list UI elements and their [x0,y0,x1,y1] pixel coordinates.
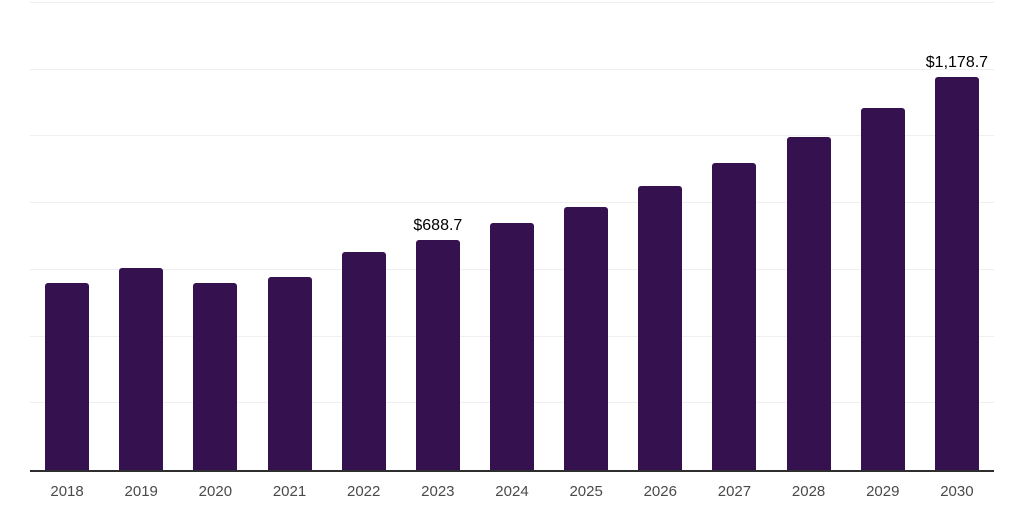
x-tick-2030: 2030 [940,483,974,500]
x-tick-2025: 2025 [569,483,603,500]
bar-2025 [564,206,609,470]
gridline [30,2,994,3]
bar-2020 [193,283,238,470]
gridline [30,202,994,204]
x-tick-2026: 2026 [643,483,677,500]
x-tick-2020: 2020 [198,483,233,500]
bar-2030 [934,76,979,470]
bar-2019 [119,267,164,470]
x-tick-2023: 2023 [421,483,455,500]
gridline [30,68,994,70]
bar-2021 [267,277,312,470]
bar-2022 [341,251,386,470]
bar-2023 [415,240,460,470]
x-tick-2024: 2024 [495,483,529,500]
x-tick-2029: 2029 [866,483,900,500]
gridline [30,135,994,137]
x-tick-2027: 2027 [717,483,752,500]
bar-2024 [490,223,534,470]
x-tick-2018: 2018 [50,483,84,500]
x-axis: 2018 2019 2020 2021 2022 2023 2024 2025 2026 2027… [30,472,994,508]
bar-2018 [45,282,90,470]
value-label-2030: $1,178.7 [925,53,989,71]
bar-2027 [712,163,757,470]
bar-2026 [638,185,683,470]
bar-2028 [786,137,831,470]
plot-area: $688.7 $1,178.7 [30,2,994,472]
x-tick-2021: 2021 [272,483,307,500]
value-label-2023: $688.7 [413,217,463,235]
bar-2029 [860,108,905,470]
x-tick-2022: 2022 [346,483,381,500]
x-tick-2028: 2028 [791,483,826,500]
x-tick-2019: 2019 [124,483,158,500]
